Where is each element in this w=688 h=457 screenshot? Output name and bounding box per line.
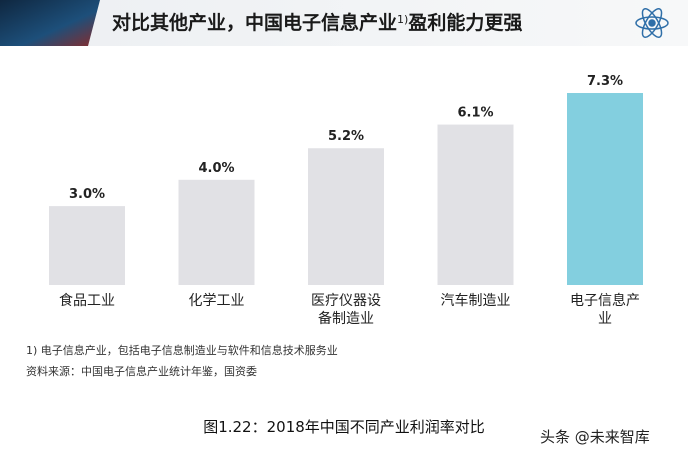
bar — [567, 93, 643, 285]
title-part: 1) — [397, 13, 408, 26]
value-label: 6.1% — [457, 106, 493, 121]
bar — [437, 124, 514, 285]
atom-icon — [635, 8, 669, 38]
value-label: 5.2% — [328, 129, 364, 144]
footnote: 资料来源：中国电子信息产业统计年鉴，国资委 — [26, 365, 257, 378]
x-tick-label: 化学工业 — [188, 293, 245, 309]
bar — [178, 179, 255, 285]
chart-title: 对比其他产业，中国电子信息产业1)盈利能力更强 — [112, 11, 522, 34]
bar — [49, 206, 125, 285]
header-image — [0, 0, 100, 46]
caption: 图1.22：2018年中国不同产业利润率对比 — [203, 418, 485, 436]
footnote: 1) 电子信息产业，包括电子信息制造业与软件和信息技术服务业 — [26, 344, 338, 357]
x-tick-label: 食品工业 — [59, 293, 115, 309]
value-label: 4.0% — [198, 161, 234, 176]
value-label: 7.3% — [587, 74, 623, 89]
watermark: 头条 @未来智库 — [540, 428, 650, 446]
title-part: 盈利能力更强 — [407, 11, 522, 34]
value-label: 3.0% — [69, 187, 105, 202]
bar — [308, 148, 384, 285]
title-part: 对比其他产业，中国电子信息产业 — [112, 11, 397, 34]
x-tick-label: 医疗仪器设备制造业 — [311, 293, 381, 327]
header-band — [0, 0, 688, 46]
x-tick-label: 汽车制造业 — [440, 293, 511, 309]
x-tick-label: 电子信息产业 — [570, 293, 640, 327]
